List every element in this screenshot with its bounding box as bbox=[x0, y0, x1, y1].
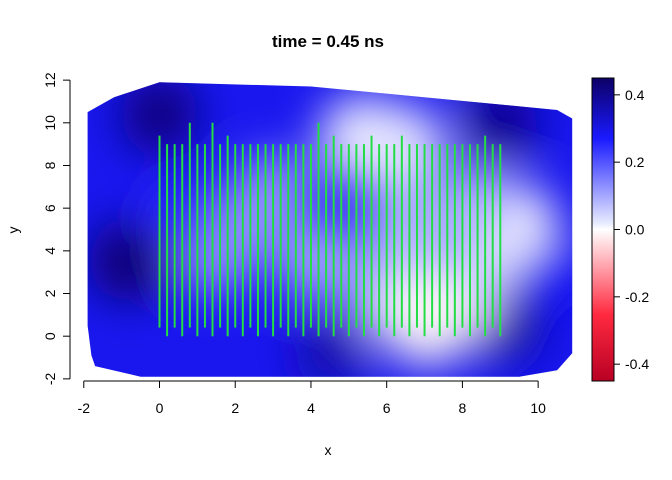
colorbar-tick-label: -0.2 bbox=[625, 289, 649, 305]
chart-title: time = 0.45 ns bbox=[272, 32, 384, 51]
y-axis-title: y bbox=[5, 227, 21, 234]
field-feature bbox=[89, 221, 170, 302]
colorbar-tick-label: -0.4 bbox=[625, 356, 649, 372]
colorbar-tick-label: 0.0 bbox=[625, 222, 645, 238]
y-tick-label: 6 bbox=[42, 204, 58, 212]
field-feature bbox=[120, 82, 199, 154]
y-tick-label: 2 bbox=[42, 289, 58, 297]
y-axis: -2 0 2 4 6 8 10 12 bbox=[42, 72, 71, 385]
x-tick-label: 0 bbox=[156, 400, 164, 416]
x-axis-title: x bbox=[325, 442, 332, 458]
field-feature bbox=[518, 241, 573, 303]
x-tick-label: 10 bbox=[530, 400, 546, 416]
field-feature bbox=[380, 271, 476, 367]
x-tick-label: 4 bbox=[307, 400, 315, 416]
x-tick-label: 8 bbox=[459, 400, 467, 416]
y-tick-label: 10 bbox=[42, 115, 58, 131]
colorbar-tick-label: 0.4 bbox=[625, 87, 645, 103]
heatmap-field bbox=[87, 82, 573, 377]
segment-lines bbox=[158, 122, 502, 337]
field-feature bbox=[364, 192, 448, 276]
y-tick-label: 4 bbox=[42, 247, 58, 255]
x-tick-label: 6 bbox=[383, 400, 391, 416]
y-tick-label: 0 bbox=[42, 332, 58, 340]
colorbar: -0.4 -0.2 0.0 0.2 0.4 bbox=[591, 77, 649, 382]
y-tick-label: 12 bbox=[42, 72, 58, 88]
field-feature bbox=[294, 317, 366, 377]
y-tick-label: -2 bbox=[42, 372, 58, 385]
x-tick-label: 2 bbox=[231, 400, 239, 416]
colorbar-tick-label: 0.2 bbox=[625, 154, 645, 170]
colorbar-gradient bbox=[591, 77, 615, 382]
y-tick-label: 8 bbox=[42, 161, 58, 169]
x-axis: -2 0 2 4 6 8 10 bbox=[78, 380, 546, 416]
x-tick-label: -2 bbox=[78, 400, 91, 416]
